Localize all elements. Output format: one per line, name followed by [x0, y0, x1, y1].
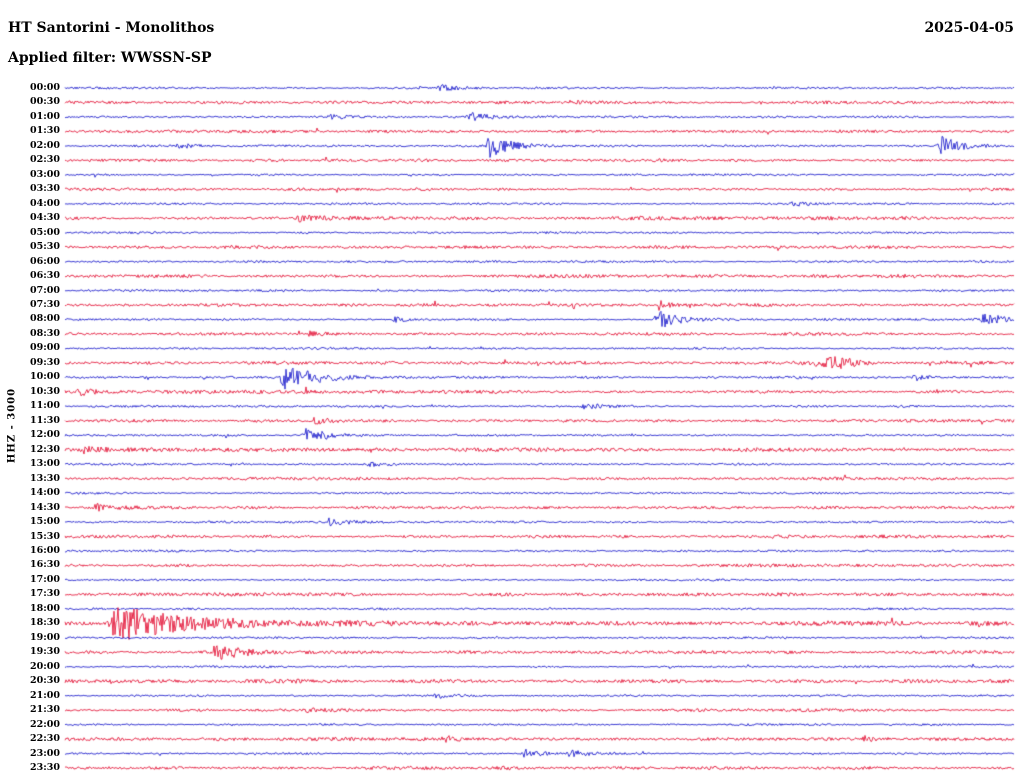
time-label: 06:00	[30, 255, 60, 267]
time-label: 05:00	[30, 226, 60, 238]
time-label: 10:00	[30, 371, 60, 383]
time-label: 07:30	[30, 299, 60, 311]
time-label: 02:30	[30, 154, 60, 166]
time-label: 00:00	[30, 82, 60, 93]
time-label: 21:00	[30, 689, 60, 701]
time-label: 08:30	[30, 327, 60, 339]
time-label: 19:00	[30, 631, 60, 643]
time-label: 20:00	[30, 660, 60, 672]
time-label: 14:00	[30, 487, 60, 499]
time-label: 23:00	[30, 747, 60, 759]
time-label: 18:30	[30, 617, 60, 629]
time-label: 15:30	[30, 530, 60, 542]
time-label: 11:00	[30, 400, 60, 412]
time-label: 01:30	[30, 125, 60, 137]
time-label: 23:30	[30, 762, 60, 773]
time-label: 14:30	[30, 501, 60, 513]
time-label: 13:30	[30, 472, 60, 484]
time-label: 17:00	[30, 573, 60, 585]
time-label: 07:00	[30, 284, 60, 296]
time-label: 18:00	[30, 602, 60, 614]
time-label: 05:30	[30, 241, 60, 253]
time-label: 22:00	[30, 718, 60, 730]
time-label: 03:30	[30, 183, 60, 195]
time-label: 09:30	[30, 356, 60, 368]
time-label: 02:00	[30, 139, 60, 151]
time-label: 03:00	[30, 168, 60, 180]
time-label: 21:30	[30, 704, 60, 716]
time-label: 04:00	[30, 197, 60, 209]
time-label: 22:30	[30, 733, 60, 745]
time-label: 13:00	[30, 458, 60, 470]
time-label: 15:00	[30, 516, 60, 528]
time-label: 04:30	[30, 212, 60, 224]
time-label: 17:30	[30, 588, 60, 600]
time-label: 19:30	[30, 646, 60, 658]
time-label: 12:30	[30, 443, 60, 455]
time-label: 16:30	[30, 559, 60, 571]
time-label: 06:30	[30, 270, 60, 282]
time-label: 09:00	[30, 342, 60, 354]
time-label: 20:30	[30, 675, 60, 687]
time-label: 11:30	[30, 414, 60, 426]
time-label: 01:00	[30, 110, 60, 122]
time-label: 08:00	[30, 313, 60, 325]
time-label: 00:30	[30, 96, 60, 108]
time-label: 12:00	[30, 429, 60, 441]
time-label: 10:30	[30, 385, 60, 397]
time-label: 16:00	[30, 544, 60, 556]
